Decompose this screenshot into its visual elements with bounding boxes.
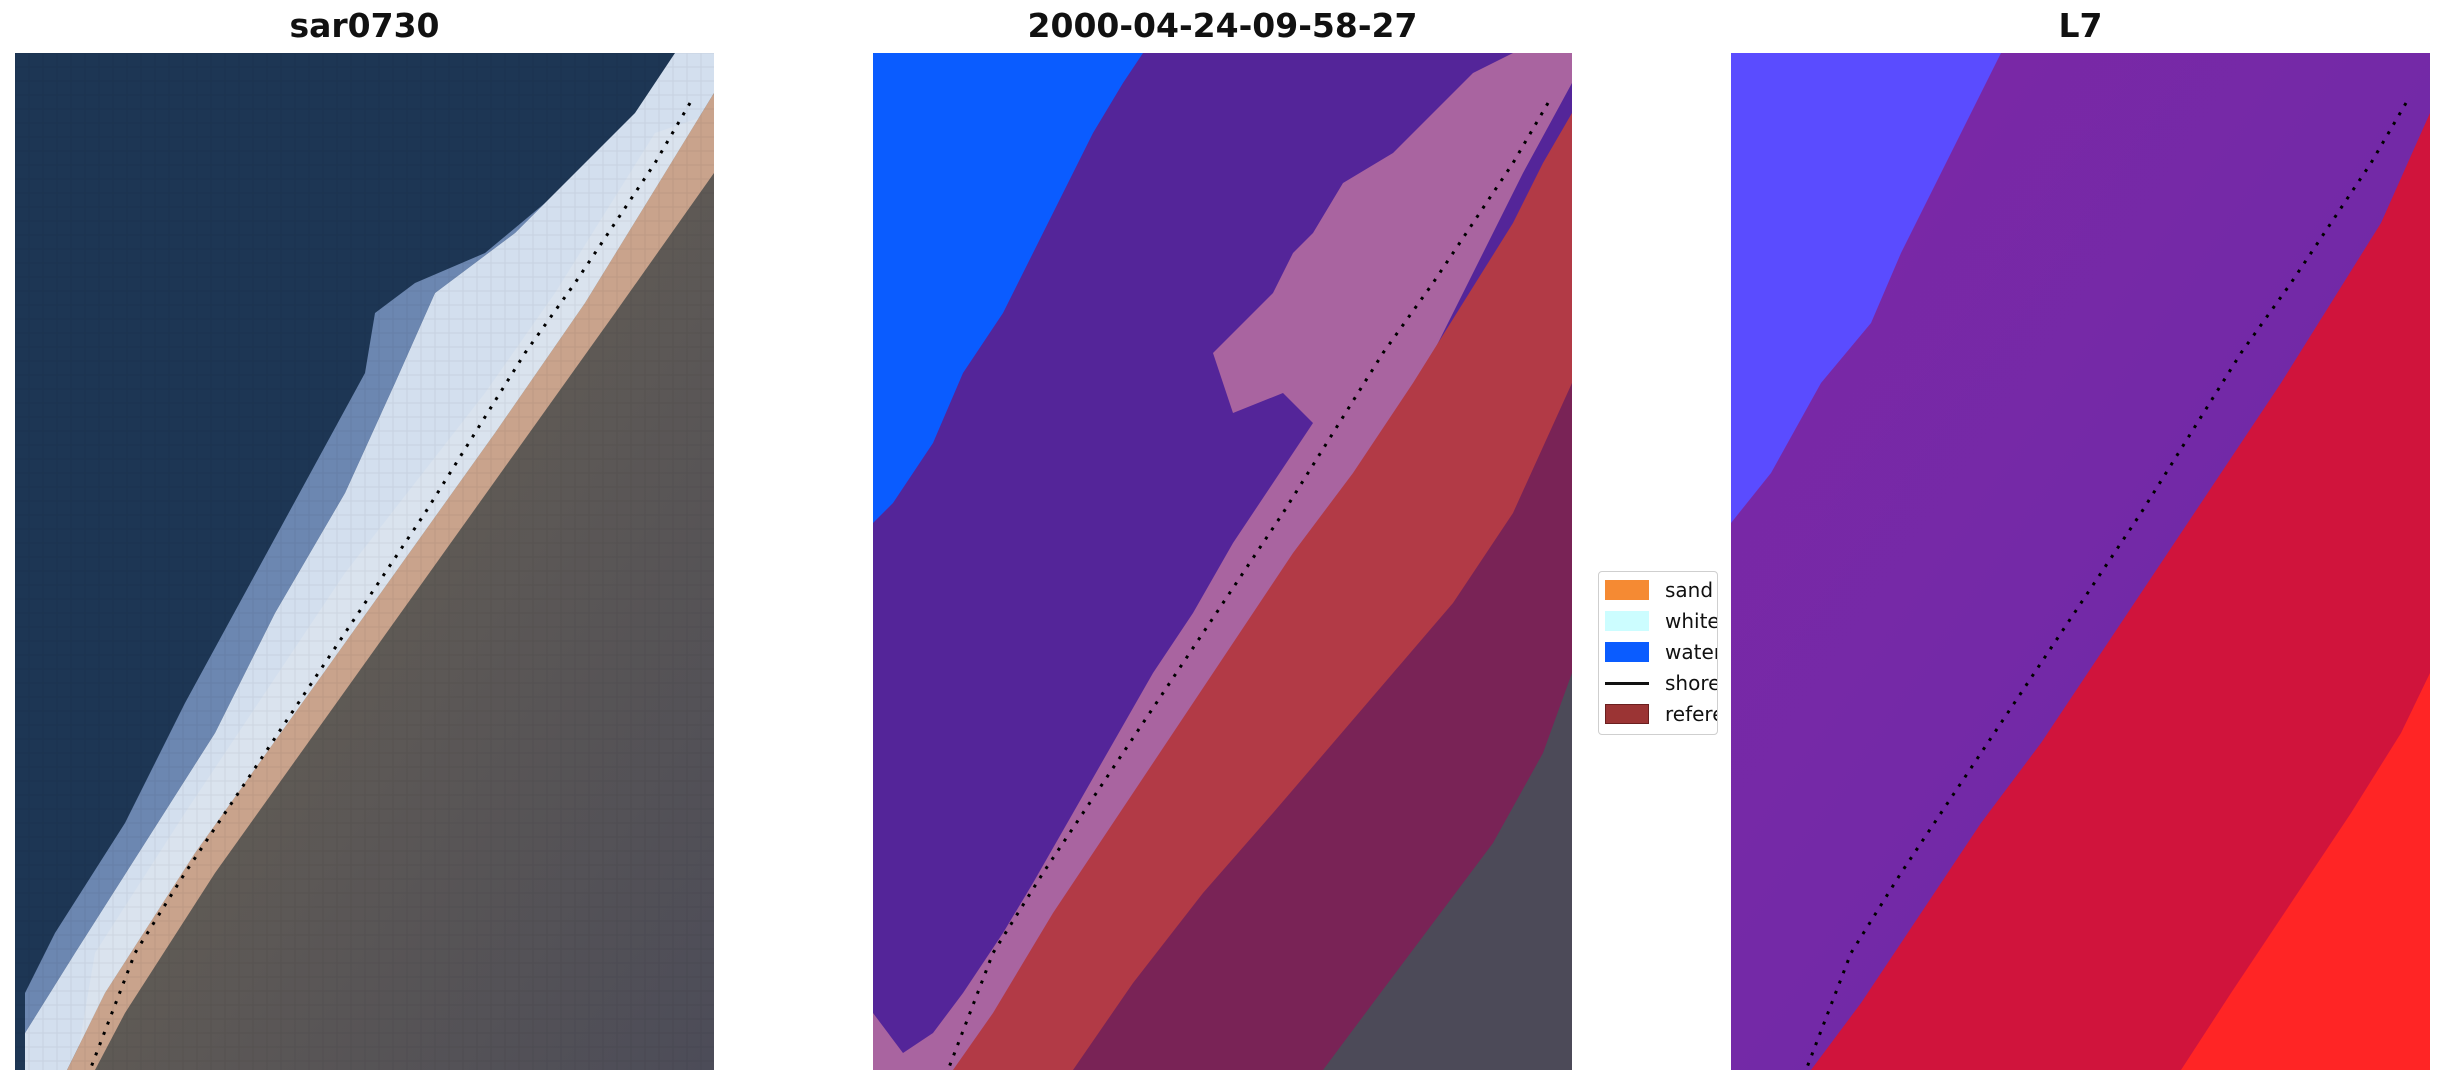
legend-item-whitewater: whitew: [1605, 609, 1717, 633]
legend: sand whitew water shorel referer: [1598, 571, 1718, 735]
legend-swatch-sand: [1605, 580, 1649, 600]
classification-panel: [873, 53, 1572, 1070]
legend-swatch-shoreline: [1605, 681, 1649, 685]
index-blue-region: [1731, 53, 2001, 523]
legend-item-water: water: [1605, 640, 1718, 664]
legend-label: sand: [1665, 578, 1714, 602]
legend-label: whitew: [1665, 609, 1717, 633]
index-panel: [1731, 53, 2430, 1070]
legend-label: shorel: [1665, 671, 1717, 695]
class-pink-region: [873, 53, 1572, 1070]
rgb-image: [15, 53, 714, 1070]
class-water-region: [873, 53, 1143, 523]
class-dark-region: [1073, 383, 1572, 1070]
legend-item-shoreline: shorel: [1605, 671, 1717, 695]
classification-image: [873, 53, 1572, 1070]
legend-label: water: [1665, 640, 1718, 664]
legend-swatch-reference: [1605, 704, 1649, 724]
index-red-region: [1811, 113, 2430, 1070]
panel-title-right: L7: [2058, 6, 2103, 45]
legend-item-sand: sand: [1605, 578, 1713, 602]
legend-item-reference: referer: [1605, 702, 1717, 726]
index-image: [1731, 53, 2430, 1070]
panel-title-middle: 2000-04-24-09-58-27: [1027, 6, 1418, 45]
legend-swatch-whitewater: [1605, 611, 1649, 631]
index-bright-red-region: [2181, 673, 2430, 1070]
legend-label: referer: [1665, 702, 1717, 726]
panel-title-left: sar0730: [289, 6, 440, 45]
legend-swatch-water: [1605, 642, 1649, 662]
rgb-image-panel: [15, 53, 714, 1070]
class-unmasked-land: [1323, 673, 1572, 1070]
